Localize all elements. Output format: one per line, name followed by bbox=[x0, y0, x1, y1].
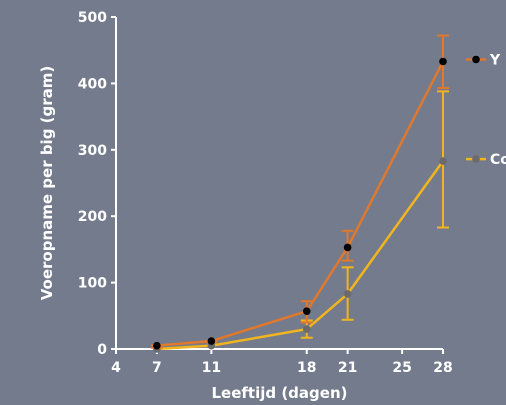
y-tick-label: 400 bbox=[78, 76, 107, 92]
y-axis-title: Voeropname per big (gram) bbox=[38, 66, 56, 301]
legend-marker bbox=[472, 155, 480, 163]
data-point bbox=[439, 57, 447, 66]
y-tick-label: 100 bbox=[78, 276, 107, 292]
x-tick-label: 25 bbox=[392, 360, 411, 376]
x-axis-title: Leeftijd (dagen) bbox=[211, 384, 347, 402]
data-point bbox=[207, 337, 216, 345]
y-ticks: 0 100 200 300 400 500 bbox=[78, 10, 116, 358]
data-point bbox=[302, 307, 311, 315]
x-tick-label: 7 bbox=[152, 360, 162, 376]
y-tick-label: 200 bbox=[78, 209, 107, 225]
legend-item-y: Y bbox=[466, 52, 501, 68]
legend-label: Co bbox=[490, 152, 506, 168]
data-point bbox=[439, 157, 447, 165]
series-y bbox=[150, 34, 449, 350]
data-point bbox=[343, 243, 352, 252]
data-point bbox=[302, 325, 311, 333]
series-layer bbox=[150, 34, 449, 353]
x-tick-label: 21 bbox=[338, 360, 357, 376]
legend: Y Co bbox=[466, 52, 506, 168]
data-point bbox=[153, 341, 161, 350]
axes bbox=[115, 17, 443, 350]
x-tick-label: 28 bbox=[433, 360, 452, 376]
x-tick-label: 4 bbox=[111, 360, 121, 376]
series-line bbox=[156, 160, 445, 351]
legend-marker bbox=[472, 55, 480, 64]
y-tick-label: 500 bbox=[78, 10, 107, 26]
x-tick-label: 18 bbox=[297, 360, 316, 376]
y-tick-label: 0 bbox=[97, 342, 107, 358]
series-line bbox=[156, 60, 445, 347]
data-point bbox=[343, 290, 352, 298]
legend-label: Y bbox=[489, 52, 501, 68]
legend-item-co: Co bbox=[466, 152, 506, 168]
x-tick-label: 11 bbox=[202, 360, 221, 376]
y-tick-label: 300 bbox=[78, 143, 107, 159]
x-ticks: 4 7 11 18 21 25 28 bbox=[111, 349, 453, 376]
